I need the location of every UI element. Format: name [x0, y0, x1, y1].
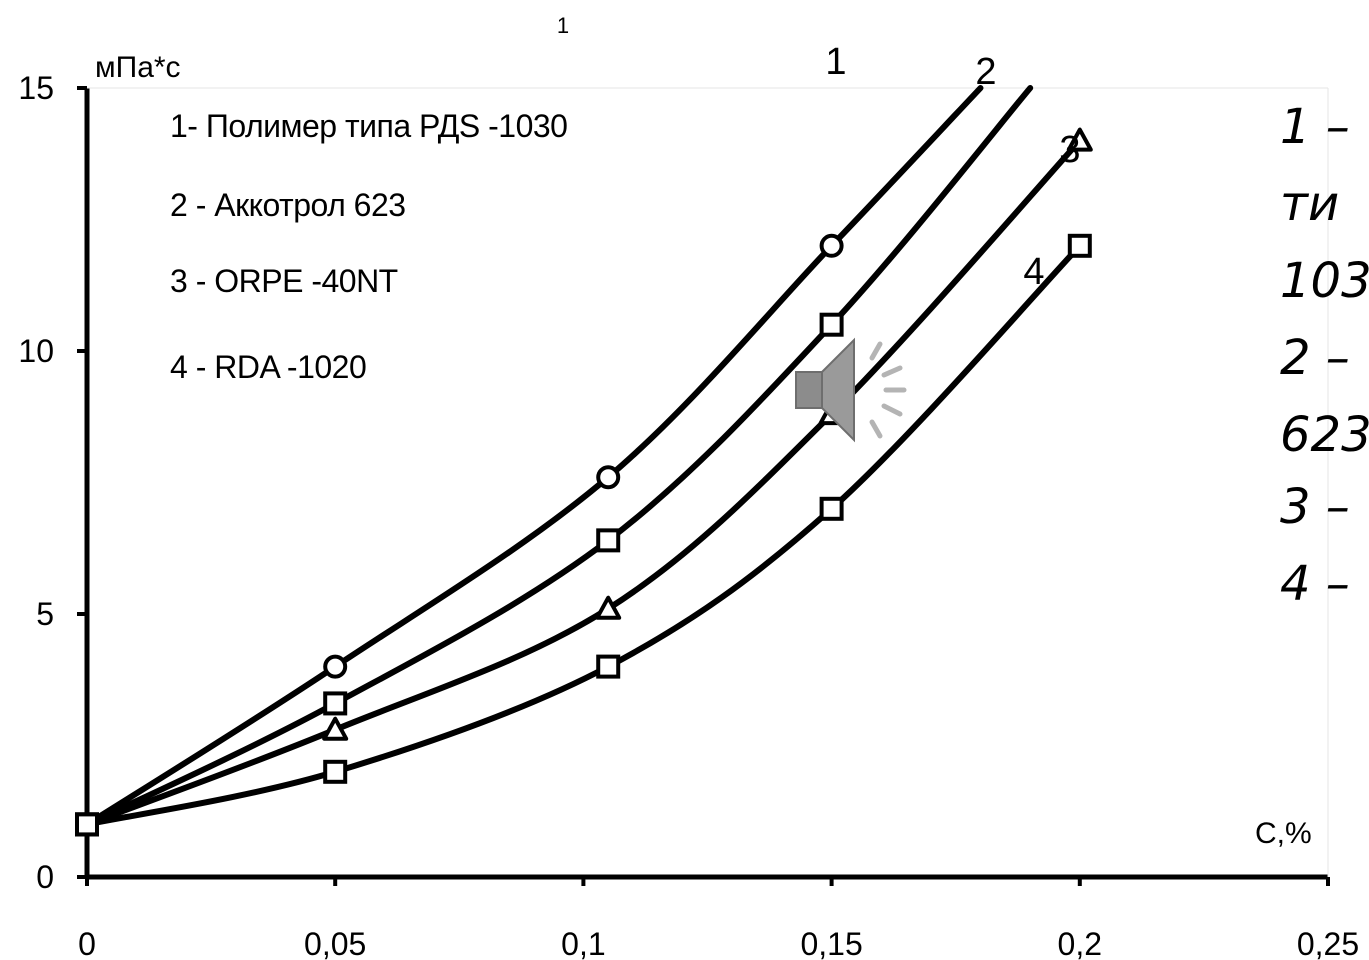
- x-tick-label-5: 0,25: [1297, 926, 1359, 960]
- y-tick-label-1: 5: [36, 596, 54, 632]
- series-3-point-5: [1066, 127, 1093, 152]
- chart-text: 1 мПа*с С,% 1- Полимер типа РДS -1030 2 …: [95, 13, 1312, 850]
- x-tick-label-3: 0,15: [800, 926, 862, 960]
- series-3-point-3: [595, 595, 622, 620]
- y-axis-label: мПа*с: [95, 51, 181, 84]
- series-1-point-2: [323, 654, 348, 679]
- series-4-point-2: [323, 759, 348, 784]
- markers: [75, 127, 1093, 837]
- series-4-line: [84, 242, 1083, 828]
- series-4-point-5: [1067, 233, 1092, 258]
- series-3-point-2: [322, 716, 349, 741]
- series-2-point-2: [323, 691, 348, 716]
- axes: 0 0,05 0,1 0,15 0,2 0,25 0 5 10 15: [18, 70, 1359, 960]
- side-text-line-1: 1 –: [1280, 99, 1350, 155]
- series-1-point-3: [596, 465, 621, 490]
- legend-item-2: 2 - Аккотрол 623: [170, 187, 406, 223]
- series-2-point-3: [596, 528, 621, 553]
- legend-item-3: 3 - ORPE -40NT: [170, 263, 398, 299]
- series-4-point-3: [596, 654, 621, 679]
- series-4-point-4: [819, 496, 844, 521]
- series-1-point-4: [819, 233, 844, 258]
- side-text-line-3: 103: [1280, 253, 1369, 309]
- y-tick-label-0: 0: [36, 859, 54, 895]
- curve-label-2: 2: [975, 51, 996, 93]
- legend-item-4: 4 - RDA -1020: [170, 349, 366, 385]
- side-text-line-7: 4 –: [1280, 556, 1350, 612]
- legend-item-1: 1- Полимер типа РДS -1030: [170, 108, 567, 144]
- y-tick-label-3: 15: [18, 70, 54, 106]
- series-4-point-1: [75, 812, 99, 837]
- series-1-line: [84, 85, 984, 828]
- curve-label-3: 3: [1059, 129, 1080, 171]
- x-tick-label-1: 0,05: [304, 926, 366, 960]
- side-text-line-2: ти: [1280, 176, 1339, 232]
- x-tick-label-4: 0,2: [1058, 926, 1102, 960]
- x-tick-label-0: 0: [78, 926, 96, 960]
- series-3-line: [84, 137, 1083, 828]
- curve-label-1: 1: [825, 41, 846, 83]
- side-text-line-5: 623: [1280, 407, 1369, 463]
- x-axis-label: С,%: [1255, 817, 1312, 850]
- side-text-line-4: 2 –: [1280, 330, 1350, 386]
- series-2-point-4: [819, 312, 844, 337]
- y-tick-label-2: 10: [18, 333, 54, 369]
- speaker-icon[interactable]: [795, 337, 907, 443]
- x-tick-label-2: 0,1: [561, 926, 605, 960]
- curve-label-4: 4: [1023, 251, 1044, 293]
- slide-number: 1: [557, 13, 569, 38]
- side-text: 1 – ти 103 2 – 623 3 – 4 –: [1280, 99, 1369, 612]
- side-text-line-6: 3 –: [1280, 479, 1350, 535]
